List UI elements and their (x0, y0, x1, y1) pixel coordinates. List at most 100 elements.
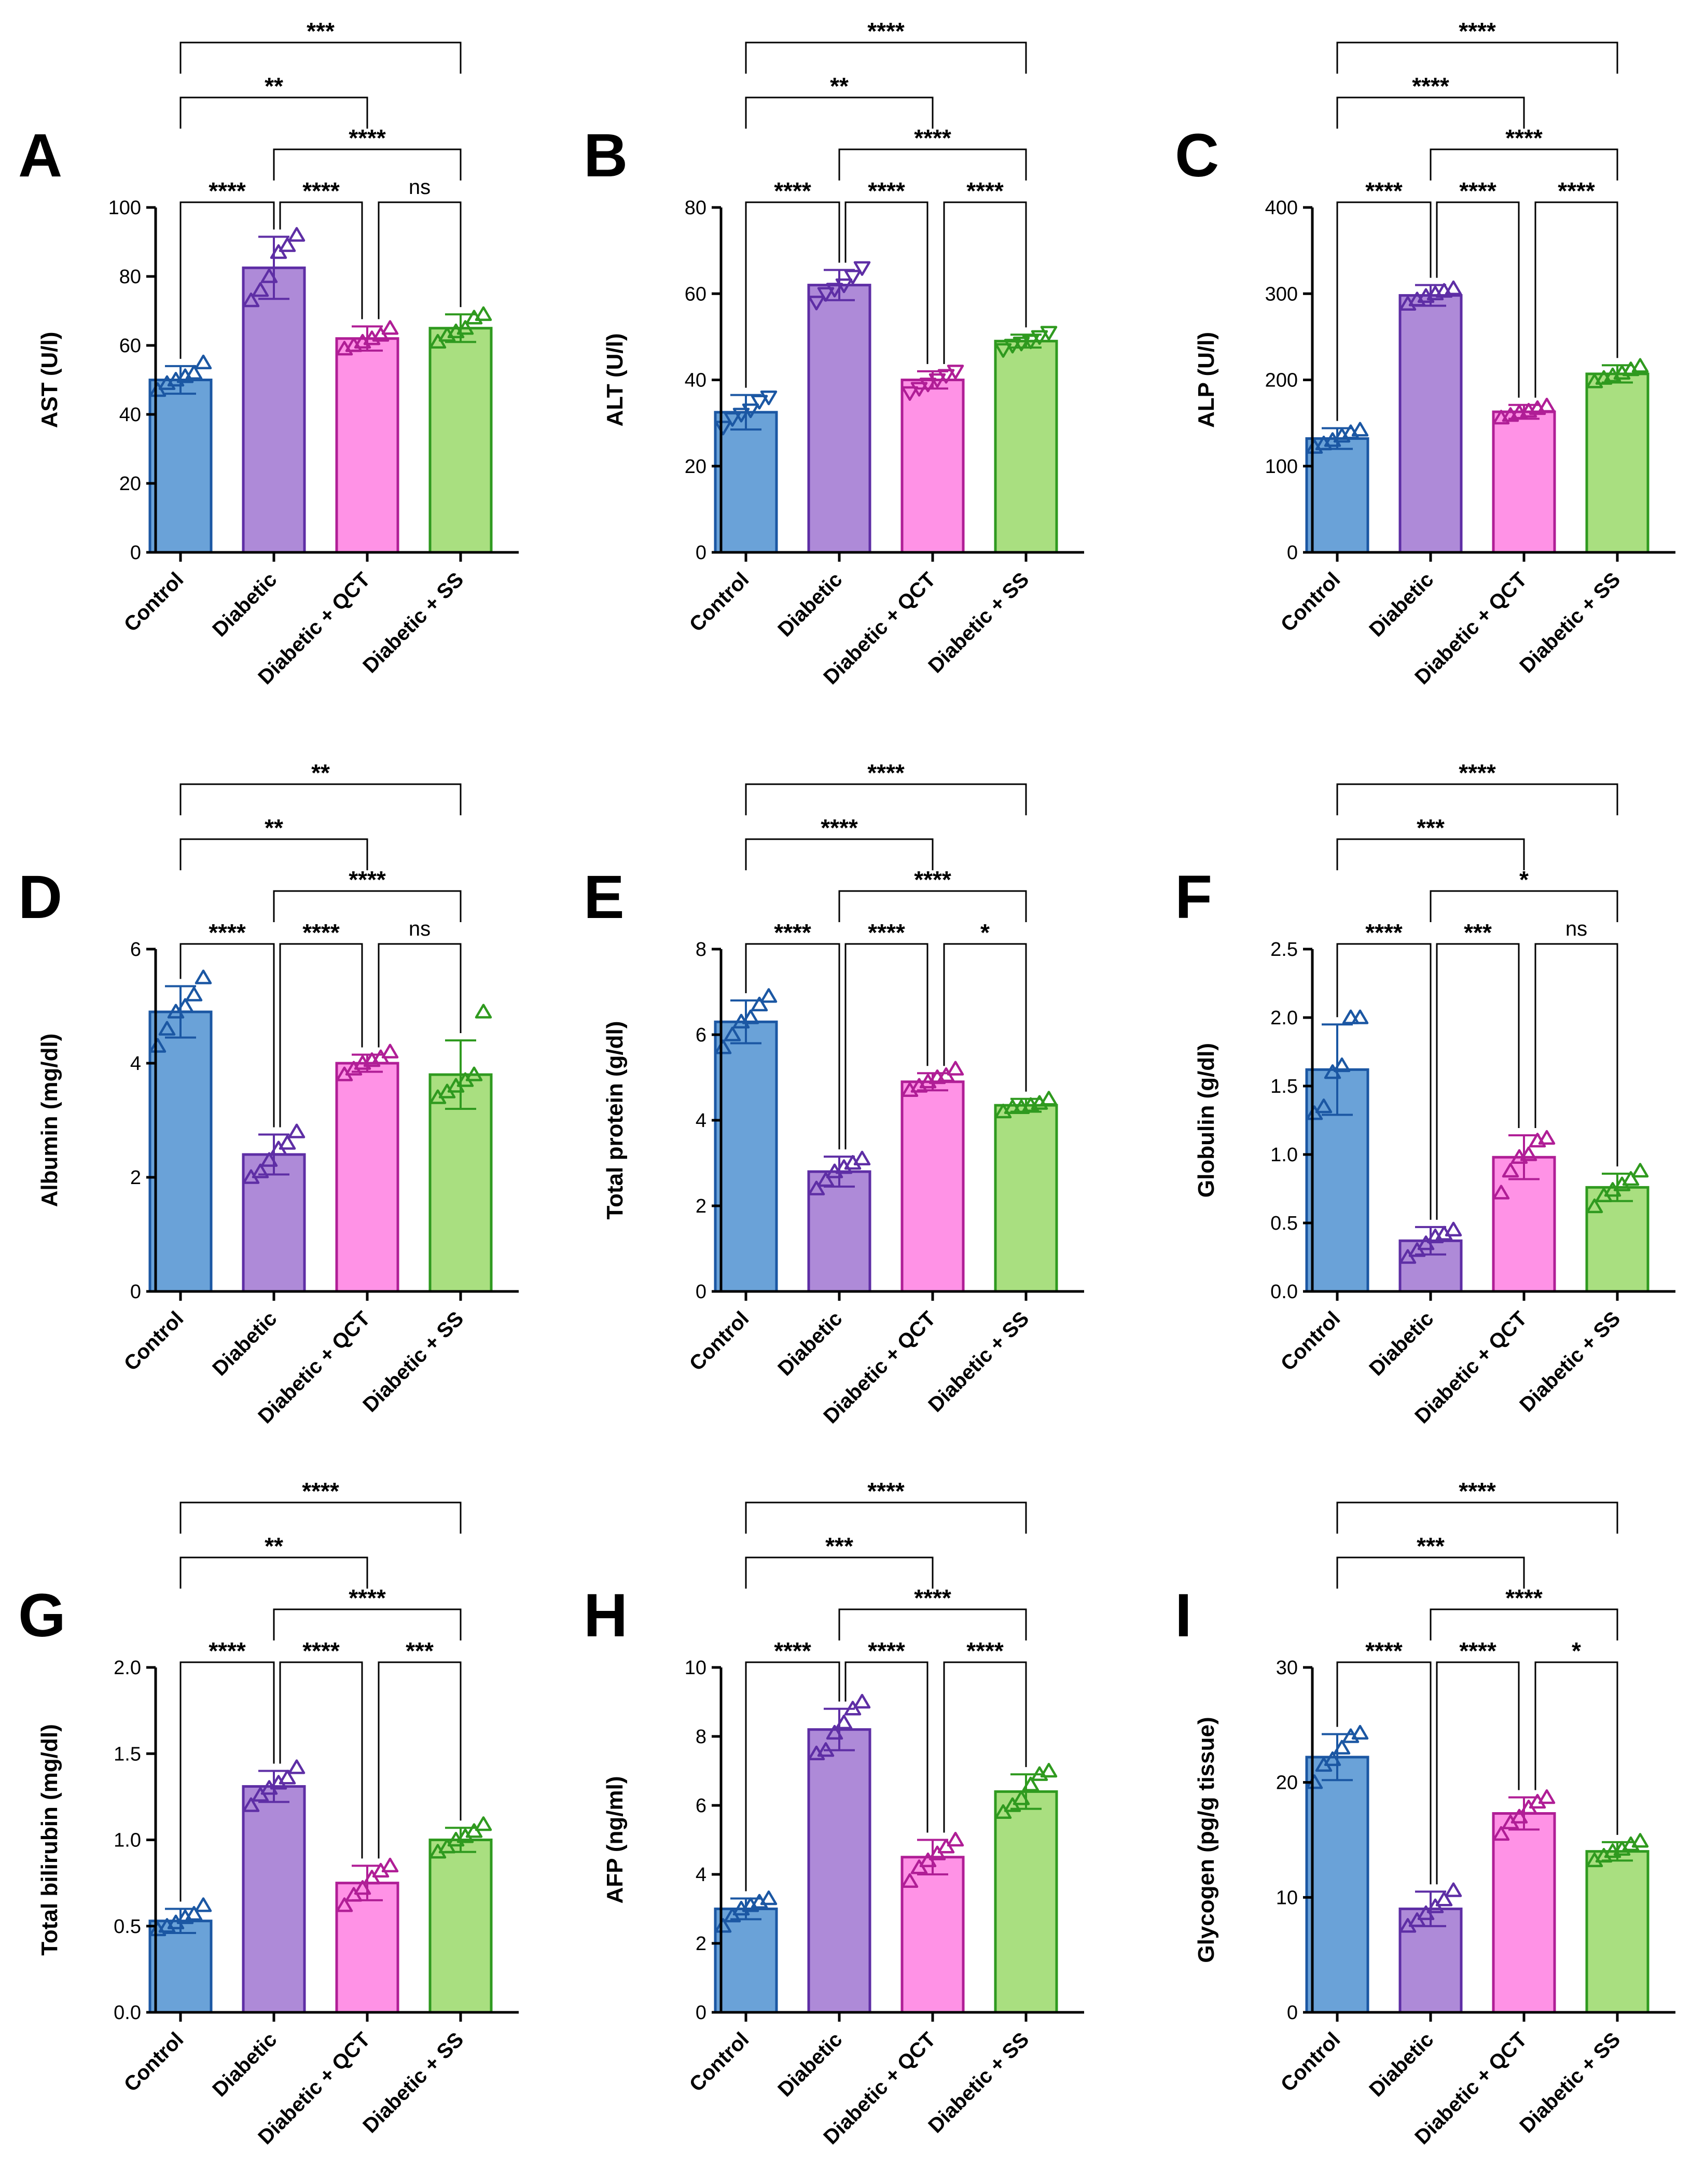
significance-bracket-C-3 (1430, 148, 1618, 180)
data-point-D-3-5 (475, 1004, 492, 1019)
significance-label: ** (265, 73, 283, 100)
significance-bracket-D-3 (273, 890, 462, 922)
y-tick-label: 20 (1276, 1772, 1298, 1794)
y-tick-label: 1.5 (114, 1743, 141, 1765)
significance-label: **** (774, 177, 811, 204)
significance-label: ns (1565, 917, 1587, 940)
significance-label: **** (1505, 124, 1543, 151)
significance-label: **** (209, 1637, 246, 1664)
data-point-B-3-5 (1040, 326, 1058, 341)
significance-bracket-I-2 (1534, 1661, 1618, 1835)
data-point-B-2-3 (928, 373, 946, 388)
panel-F: F Globulin (g/dl) 0.0 0.5 1.0 1.5 2.0 2.5 Contro… (1175, 759, 1675, 1428)
significance-bracket-D-2 (378, 943, 462, 1048)
significance-bracket-G-1 (279, 1661, 363, 1859)
y-tick-label: 200 (1265, 370, 1298, 392)
data-point-B-0-2 (732, 408, 750, 423)
y-tick-label: 6 (696, 1024, 706, 1046)
data-point-D-0-3 (176, 998, 194, 1013)
data-point-H-2-0 (901, 1873, 919, 1888)
significance-label: **** (1459, 1637, 1496, 1664)
significance-bracket-F-4 (1336, 838, 1525, 870)
y-axis-title: ALT (U/l) (602, 333, 628, 426)
significance-label: **** (1505, 1584, 1543, 1611)
significance-bracket-D-4 (179, 838, 368, 870)
x-category-label: Diabetic (1365, 2028, 1438, 2101)
data-point-G-1-0 (242, 1797, 260, 1812)
data-point-I-2-5 (1538, 1789, 1556, 1804)
significance-label: ns (409, 917, 431, 940)
significance-bracket-H-4 (745, 1556, 934, 1589)
data-point-G-2-5 (381, 1857, 399, 1873)
x-category-label: Control (1277, 2028, 1345, 2096)
significance-label: *** (1417, 1533, 1445, 1560)
data-point-F-3-0 (1586, 1198, 1603, 1214)
panel-A: A AST (U/l) 0 20 40 60 80 100 Control Diabetic Dia… (18, 18, 519, 689)
significance-bracket-F-5 (1336, 783, 1618, 815)
x-category-label: Diabetic (1365, 568, 1438, 641)
data-point-H-0-5 (760, 1890, 778, 1905)
y-tick-label: 2 (130, 1167, 141, 1189)
significance-label: **** (302, 1637, 340, 1664)
data-point-A-0-5 (195, 354, 212, 369)
significance-label: **** (1365, 1637, 1403, 1664)
bar-A-3 (428, 327, 493, 554)
significance-label: **** (1459, 759, 1496, 786)
panel-H: H AFP (ng/ml) 0 2 4 6 8 10 Control Diabetic Diabet… (584, 1478, 1084, 2149)
significance-label: * (1572, 1637, 1581, 1664)
x-category-label: Diabetic + SS (358, 1307, 468, 1416)
panel-letter-A: A (18, 121, 62, 190)
bar-C-1 (1398, 294, 1463, 554)
data-point-D-1-1 (252, 1163, 269, 1178)
significance-bracket-A-4 (179, 96, 368, 129)
significance-label: **** (821, 814, 858, 841)
data-point-I-2-0 (1492, 1826, 1510, 1841)
data-point-A-1-0 (242, 293, 260, 308)
significance-bracket-B-0 (745, 201, 840, 388)
significance-bracket-A-5 (179, 41, 462, 74)
data-point-B-0-0 (714, 421, 732, 436)
y-tick-label: 2 (696, 1195, 706, 1217)
data-point-B-1-0 (808, 296, 825, 311)
y-tick-label: 0.5 (114, 1916, 141, 1938)
panel-letter-I: I (1175, 1581, 1192, 1650)
data-point-B-3-0 (994, 343, 1012, 358)
data-point-E-3-5 (1040, 1091, 1058, 1106)
panel-G: G Total bilirubin (mg/dl) 0.0 0.5 1.0 1.5 2.0 C… (18, 1478, 519, 2149)
data-point-E-0-1 (724, 1026, 741, 1041)
significance-label: **** (1365, 919, 1403, 946)
bar-B-1 (807, 284, 871, 554)
significance-bracket-C-4 (1336, 96, 1525, 129)
data-point-I-2-2 (1510, 1809, 1528, 1824)
significance-label: * (980, 919, 990, 946)
x-category-label: Diabetic (773, 2028, 847, 2101)
data-point-B-1-1 (817, 287, 835, 302)
significance-bracket-F-0 (1336, 943, 1432, 1220)
significance-label: ** (311, 759, 330, 786)
data-point-A-3-5 (475, 306, 492, 321)
x-category-label: Diabetic (773, 568, 847, 641)
significance-bracket-G-0 (179, 1661, 275, 1902)
data-point-B-2-0 (901, 386, 919, 401)
data-point-B-0-4 (751, 395, 768, 410)
data-point-B-2-5 (947, 365, 964, 380)
significance-label: **** (349, 124, 386, 151)
data-point-H-1-2 (826, 1724, 843, 1740)
significance-label: * (1519, 866, 1529, 893)
x-category-label: Control (1277, 1307, 1345, 1375)
significance-label: **** (868, 919, 905, 946)
data-point-E-0-3 (742, 1009, 759, 1024)
data-point-B-3-4 (1031, 330, 1048, 345)
significance-bracket-A-3 (273, 148, 462, 180)
significance-label: **** (774, 1637, 811, 1664)
data-point-F-3-4 (1622, 1171, 1640, 1186)
y-tick-label: 20 (119, 473, 141, 495)
x-category-label: Diabetic + SS (1515, 1307, 1625, 1416)
panel-letter-G: G (18, 1581, 66, 1650)
significance-bracket-D-5 (179, 783, 462, 815)
significance-label: **** (966, 1637, 1004, 1664)
data-point-D-0-4 (185, 986, 203, 1001)
x-category-label: Diabetic + SS (1515, 2028, 1625, 2137)
y-tick-label: 300 (1265, 283, 1298, 305)
x-category-label: Diabetic (208, 568, 281, 641)
